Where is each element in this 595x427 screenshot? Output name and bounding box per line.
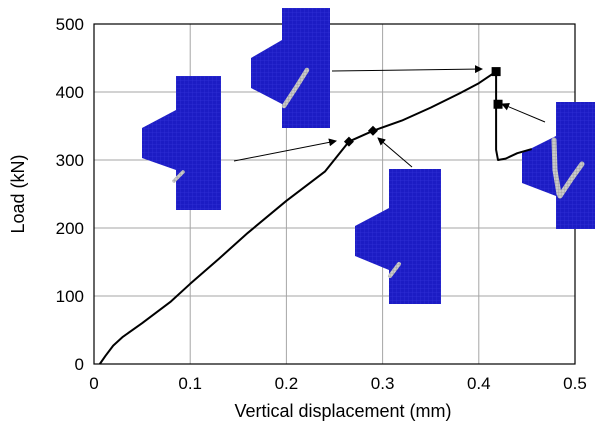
crack-inset-stage-4	[522, 102, 595, 229]
x-tick-label: 0.5	[563, 374, 587, 393]
crack-inset-stage-3	[355, 169, 441, 304]
load-displacement-line	[98, 70, 532, 365]
diamond-marker	[343, 136, 354, 147]
x-tick-label: 0.1	[178, 374, 202, 393]
x-tick-label: 0.2	[275, 374, 299, 393]
x-tick-label: 0.4	[467, 374, 491, 393]
y-tick-label: 100	[56, 287, 84, 306]
y-tick-label: 500	[56, 15, 84, 34]
y-axis-label: Load (kN)	[8, 154, 28, 233]
series	[98, 70, 532, 365]
markers	[343, 67, 503, 147]
x-axis-label: Vertical displacement (mm)	[234, 401, 451, 421]
axes: 0 0.1 0.2 0.3 0.4 0.5 0 100 200 300 400 500	[56, 15, 587, 393]
crack-inset-stage-1	[142, 76, 221, 210]
plot-frame	[93, 23, 576, 365]
grid	[94, 24, 575, 364]
arrow-stage-3	[377, 137, 413, 168]
y-tick-label: 0	[75, 355, 84, 374]
y-tick-label: 300	[56, 151, 84, 170]
square-marker	[491, 67, 501, 77]
leader-arrows	[233, 65, 546, 168]
crack-inset-stage-2	[251, 8, 330, 128]
x-tick-label: 0.3	[371, 374, 395, 393]
square-marker	[493, 99, 503, 109]
y-tick-label: 200	[56, 219, 84, 238]
arrow-stage-4	[501, 103, 546, 123]
arrow-stage-2	[331, 65, 483, 74]
arrow-stage-1	[233, 138, 337, 162]
y-tick-label: 400	[56, 83, 84, 102]
diamond-marker	[367, 125, 378, 136]
x-tick-label: 0	[89, 374, 98, 393]
